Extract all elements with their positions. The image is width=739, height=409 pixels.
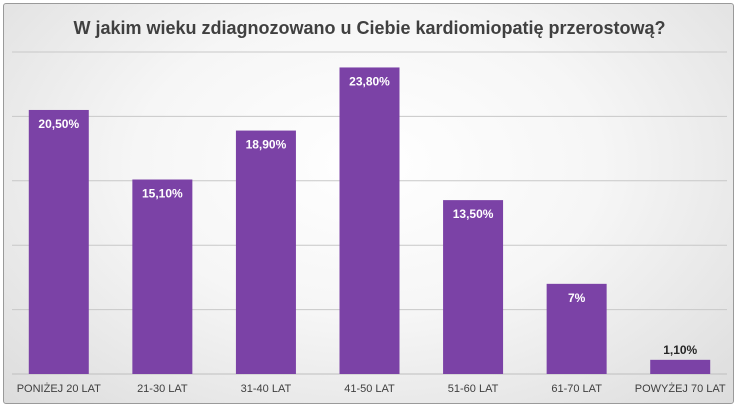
bar-chart: 20,50% 15,10% 18,90% 23,80% 13,50% 7% 1,10% PO…: [12, 51, 727, 395]
data-label: 18,90%: [246, 138, 287, 152]
data-label: 15,10%: [142, 187, 183, 201]
data-label: 13,50%: [453, 207, 494, 221]
bar: [339, 67, 400, 375]
data-labels: 20,50% 15,10% 18,90% 23,80% 13,50% 7% 1,10%: [38, 74, 697, 356]
bar: [28, 109, 89, 375]
data-label: 20,50%: [38, 117, 79, 131]
bar: [235, 130, 296, 374]
category-label: 41-50 LAT: [344, 383, 395, 395]
category-label: PONIŻEJ 20 LAT: [17, 382, 101, 395]
data-label: 7%: [568, 291, 586, 305]
bar: [132, 179, 193, 374]
category-label: POWYŻEJ 70 LAT: [635, 382, 726, 395]
data-label: 23,80%: [349, 74, 390, 88]
category-label: 31-40 LAT: [241, 383, 292, 395]
bars: [28, 67, 711, 375]
chart-title: W jakim wieku zdiagnozowano u Ciebie kar…: [73, 18, 666, 38]
category-label: 51-60 LAT: [448, 383, 499, 395]
bar: [546, 283, 607, 374]
category-label: 61-70 LAT: [551, 383, 602, 395]
chart-frame: W jakim wieku zdiagnozowano u Ciebie kar…: [3, 3, 734, 404]
bar: [650, 359, 711, 374]
category-label: 21-30 LAT: [137, 383, 188, 395]
category-labels: PONIŻEJ 20 LAT 21-30 LAT 31-40 LAT 41-50 LA…: [17, 382, 726, 395]
data-label: 1,10%: [663, 343, 697, 357]
bar: [443, 200, 504, 374]
